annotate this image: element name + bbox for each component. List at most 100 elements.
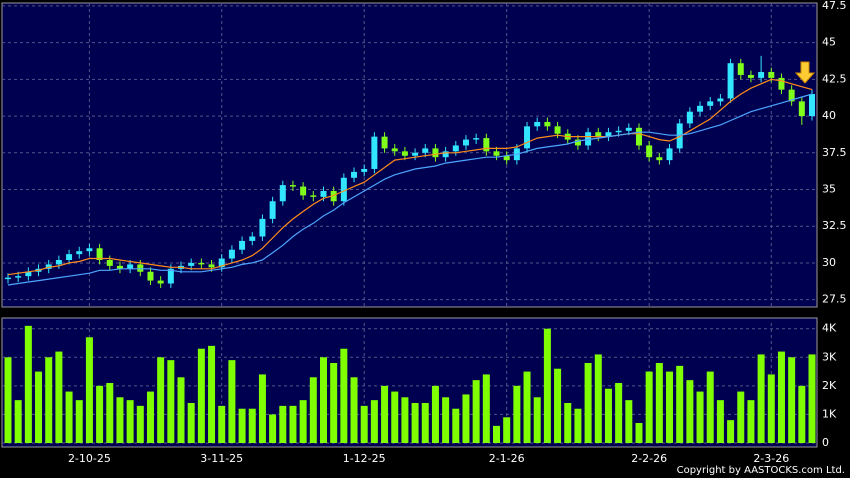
volume-bar <box>279 405 287 443</box>
volume-bar <box>45 357 53 443</box>
volume-bar <box>462 394 470 443</box>
volume-bar <box>381 385 389 443</box>
volume-bar <box>401 397 409 443</box>
plot-layer: 27.5 30 32.5 35 37.5 40 42.5 45 47.5 0 1K 2K 3K 4K 2-1… <box>2 0 847 465</box>
volume-bar <box>533 397 541 443</box>
candle-body <box>157 280 164 284</box>
candle-body <box>727 63 734 99</box>
candle-body <box>809 94 815 117</box>
candle-body <box>747 74 754 78</box>
candle-body <box>188 262 195 266</box>
candle-body <box>422 148 429 153</box>
y-tick-label: 42.5 <box>822 72 847 85</box>
moving-average-line <box>7 93 813 286</box>
candle-body <box>778 77 785 90</box>
candle-body <box>646 145 653 158</box>
volume-bar <box>554 368 562 443</box>
candle-body <box>758 72 765 78</box>
candle-body <box>483 138 490 152</box>
y-tick-label: 32.5 <box>822 219 847 232</box>
volume-bar <box>340 348 348 443</box>
candle-body <box>737 63 744 75</box>
volume-bar <box>208 345 216 443</box>
x-tick-label: 2-2-26 <box>631 452 667 465</box>
volume-bar <box>493 425 501 443</box>
volume-bar <box>289 405 297 443</box>
volume-bar <box>248 408 256 443</box>
volume-bar <box>696 391 704 443</box>
volume-bar <box>146 391 154 443</box>
candle-body <box>666 148 673 161</box>
candle-body <box>300 186 307 196</box>
volume-bar <box>85 337 93 443</box>
volume-bar <box>269 414 277 443</box>
y-tick-label: 2K <box>822 379 837 392</box>
candle-body <box>381 136 388 149</box>
volume-bar <box>177 377 185 443</box>
candle-body <box>585 132 592 146</box>
candle-body <box>432 148 439 158</box>
candle-body <box>351 171 358 178</box>
volume-bar <box>482 374 490 443</box>
volume-bar <box>686 380 694 443</box>
x-tick-label: 2-3-26 <box>753 452 789 465</box>
moving-average-line <box>7 78 813 276</box>
volume-bar <box>472 380 480 443</box>
y-tick-label: 37.5 <box>822 146 847 159</box>
candle-body <box>534 121 541 127</box>
candle-body <box>707 101 714 106</box>
candle-body <box>798 101 805 117</box>
volume-bar <box>35 371 43 443</box>
volume-bar <box>4 357 12 443</box>
volume-bar <box>136 405 144 443</box>
candle-body <box>228 249 235 259</box>
candle-body <box>5 277 11 280</box>
candle-body <box>198 262 205 265</box>
y-tick-label: 3K <box>822 350 837 363</box>
candle-body <box>137 264 144 272</box>
candle-body <box>493 151 500 156</box>
candle-body <box>127 264 134 269</box>
candle-body <box>249 236 256 241</box>
candle-body <box>605 132 612 137</box>
candle-body <box>330 190 337 202</box>
candle-body <box>310 195 317 197</box>
volume-bar <box>14 400 22 443</box>
volume-bar <box>431 385 439 443</box>
candle-body <box>76 251 83 255</box>
candle-body <box>279 185 286 202</box>
x-tick-label: 3-11-25 <box>200 452 243 465</box>
latest-arrow <box>794 61 816 84</box>
candle-body <box>391 148 398 152</box>
volume-bar <box>228 360 236 443</box>
candle-body <box>412 152 419 156</box>
volume-bar <box>24 325 32 443</box>
y-tick-label: 47.5 <box>822 0 847 12</box>
price-panel <box>1 2 818 308</box>
volume-bar <box>513 385 521 443</box>
volume-bar <box>676 365 684 443</box>
volume-bar <box>197 348 205 443</box>
volume-bar <box>157 357 165 443</box>
volume-bar <box>421 403 429 443</box>
candle-body <box>656 157 663 161</box>
volume-bar <box>391 391 399 443</box>
candle-body <box>15 276 22 278</box>
volume-bar <box>594 354 602 443</box>
volume-bar <box>574 408 582 443</box>
volume-bar <box>716 400 724 443</box>
volume-bar <box>75 400 83 443</box>
candle-body <box>442 151 449 158</box>
candle-body <box>106 260 113 266</box>
candle-body <box>473 138 480 140</box>
candle-body <box>524 126 531 149</box>
candle-body <box>66 254 73 261</box>
candle-body <box>401 151 408 156</box>
volume-bar <box>727 420 735 443</box>
candle-body <box>788 89 795 102</box>
y-tick-label: 0 <box>822 436 829 449</box>
candle-body <box>625 127 632 131</box>
volume-bar <box>218 405 226 443</box>
volume-bar <box>167 360 175 443</box>
